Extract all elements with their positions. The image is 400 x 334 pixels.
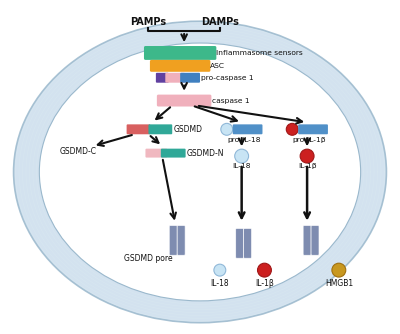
FancyBboxPatch shape: [236, 228, 244, 258]
FancyBboxPatch shape: [146, 149, 167, 158]
Text: ASC: ASC: [210, 63, 225, 69]
Text: HMGB1: HMGB1: [325, 279, 353, 288]
Text: Inflammasome sensors: Inflammasome sensors: [216, 50, 303, 56]
FancyBboxPatch shape: [169, 225, 177, 255]
FancyBboxPatch shape: [165, 73, 185, 83]
FancyBboxPatch shape: [127, 124, 150, 134]
FancyBboxPatch shape: [244, 228, 252, 258]
Text: GSDMD pore: GSDMD pore: [124, 254, 173, 263]
FancyBboxPatch shape: [298, 124, 328, 134]
FancyBboxPatch shape: [148, 124, 172, 134]
Circle shape: [258, 263, 272, 277]
Text: PAMPs: PAMPs: [130, 17, 166, 27]
FancyBboxPatch shape: [180, 73, 200, 83]
FancyBboxPatch shape: [303, 225, 311, 255]
Text: GSDMD: GSDMD: [173, 125, 202, 134]
Text: pro-IL-1β: pro-IL-1β: [292, 137, 326, 143]
FancyBboxPatch shape: [156, 73, 169, 83]
Circle shape: [214, 264, 226, 276]
Ellipse shape: [39, 43, 361, 301]
FancyBboxPatch shape: [157, 95, 212, 107]
Text: pro-caspase 1: pro-caspase 1: [201, 75, 254, 81]
Text: IL-18: IL-18: [210, 279, 229, 288]
Circle shape: [286, 123, 298, 135]
Text: GSDMD-C: GSDMD-C: [59, 147, 96, 156]
Text: IL-1β: IL-1β: [298, 163, 316, 169]
Circle shape: [221, 123, 233, 135]
Text: pro-IL-18: pro-IL-18: [227, 137, 260, 143]
Circle shape: [300, 149, 314, 163]
Text: GSDMD-N: GSDMD-N: [187, 149, 225, 158]
FancyBboxPatch shape: [233, 124, 262, 134]
FancyBboxPatch shape: [150, 60, 210, 72]
Text: DAMPs: DAMPs: [201, 17, 239, 27]
Text: caspase 1: caspase 1: [212, 98, 250, 104]
Text: IL-1β: IL-1β: [255, 279, 274, 288]
Circle shape: [235, 149, 248, 163]
FancyBboxPatch shape: [311, 225, 319, 255]
FancyBboxPatch shape: [144, 46, 216, 60]
Text: IL-18: IL-18: [232, 163, 251, 169]
FancyBboxPatch shape: [177, 225, 185, 255]
Circle shape: [332, 263, 346, 277]
FancyBboxPatch shape: [161, 149, 186, 158]
Ellipse shape: [14, 21, 386, 323]
